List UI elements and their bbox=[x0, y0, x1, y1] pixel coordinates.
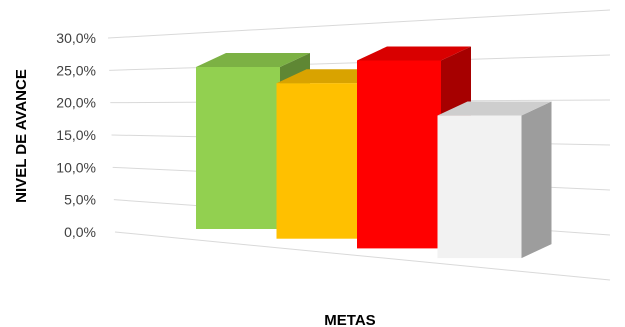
bar-top bbox=[196, 53, 310, 67]
y-axis-ticks: 0,0% 5,0% 10,0% 15,0% 20,0% 25,0% 30,0% bbox=[56, 30, 96, 240]
bar-front bbox=[357, 60, 441, 249]
y-axis-title: NIVEL DE AVANCE bbox=[13, 69, 30, 203]
y-tick-label: 0,0% bbox=[64, 224, 96, 240]
y-tick-label: 30,0% bbox=[56, 30, 96, 46]
bar-front bbox=[437, 115, 522, 259]
gridline bbox=[114, 231, 611, 281]
y-tick-label: 5,0% bbox=[64, 192, 96, 208]
bars bbox=[196, 46, 552, 259]
bar-front bbox=[196, 67, 280, 229]
bar-top bbox=[437, 101, 552, 116]
y-tick-label: 15,0% bbox=[56, 127, 96, 143]
y-tick-label: 10,0% bbox=[56, 159, 96, 175]
bar-top bbox=[357, 46, 471, 61]
y-tick-label: 20,0% bbox=[56, 95, 96, 111]
bar-side bbox=[521, 101, 552, 259]
bar bbox=[437, 101, 552, 259]
y-tick-label: 25,0% bbox=[56, 62, 96, 78]
gridline bbox=[107, 9, 611, 39]
x-axis-title: METAS bbox=[324, 312, 375, 327]
bar-front bbox=[276, 83, 361, 239]
